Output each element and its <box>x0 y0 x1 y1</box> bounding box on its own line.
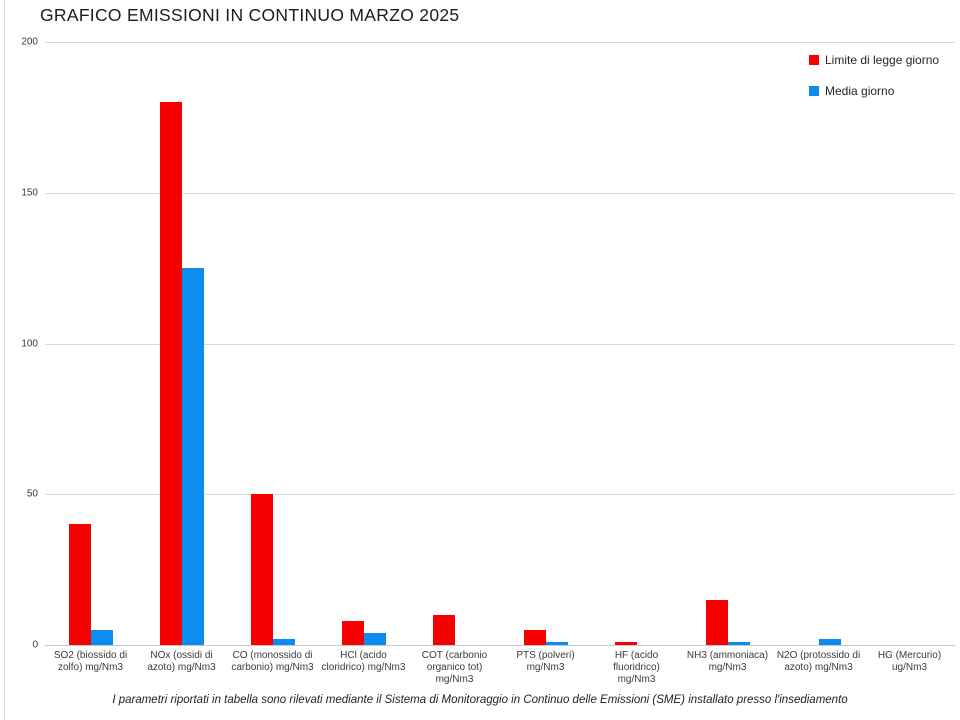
bar-media <box>90 629 113 645</box>
x-axis-label: NOx (ossidi di azoto) mg/Nm3 <box>147 650 216 673</box>
bar-group <box>500 42 591 645</box>
bar-media <box>181 268 204 645</box>
legend-swatch <box>809 54 819 65</box>
bar-limite <box>523 629 546 645</box>
bar-group <box>864 42 955 645</box>
bar-media <box>545 642 568 645</box>
bar-limite <box>250 494 273 645</box>
bar-limite <box>614 642 637 645</box>
gridline <box>45 192 955 194</box>
bar-group <box>318 42 409 645</box>
bar-media <box>727 642 750 645</box>
bar-limite <box>705 599 728 645</box>
x-axis-label: COT (carbonio organico tot) mg/Nm3 <box>421 650 488 685</box>
bar-group <box>591 42 682 645</box>
chart-title: GRAFICO EMISSIONI IN CONTINUO MARZO 2025 <box>40 5 460 25</box>
bar-limite <box>432 614 455 645</box>
bar-media <box>363 632 386 645</box>
bar-group <box>773 42 864 645</box>
bar-limite <box>159 102 182 645</box>
bar-media <box>272 638 295 645</box>
bar-limite <box>341 620 364 645</box>
x-axis-label: SO2 (biossido di zolfo) mg/Nm3 <box>53 650 128 673</box>
bar-group <box>227 42 318 645</box>
x-axis-label: CO (monossido di carbonio) mg/Nm3 <box>231 650 314 673</box>
y-axis-tick: 200 <box>21 36 38 48</box>
x-axis-label: NH3 (ammoniaca) mg/Nm3 <box>686 650 769 673</box>
legend: Limite di legge giorno Media giorno <box>809 52 939 114</box>
bar-group <box>136 42 227 645</box>
x-axis-label: HF (acido fluoridrico) mg/Nm3 <box>613 650 660 685</box>
bar-groups <box>45 42 955 645</box>
chart-footnote: I parametri riportati in tabella sono ri… <box>112 694 848 706</box>
y-axis-tick: 100 <box>21 338 38 349</box>
legend-label: Media giorno <box>825 83 895 98</box>
bar-group <box>682 42 773 645</box>
x-axis-labels: SO2 (biossido di zolfo) mg/Nm3 NOx (ossid… <box>45 650 955 686</box>
bar-media <box>818 638 841 645</box>
legend-swatch <box>809 85 819 96</box>
x-axis-line <box>45 645 955 646</box>
chart-left-border <box>4 0 5 720</box>
gridline <box>45 42 955 43</box>
x-axis-label: HG (Mercurio) ug/Nm3 <box>877 650 942 673</box>
y-axis-tick: 150 <box>21 187 38 199</box>
gridline <box>45 343 955 345</box>
x-axis-label: N2O (protossido di azoto) mg/Nm3 <box>776 650 861 673</box>
bar-group <box>409 42 500 645</box>
legend-item: Media giorno <box>809 83 939 98</box>
gridline <box>45 494 955 496</box>
x-axis-label: PTS (polveri) mg/Nm3 <box>516 650 575 673</box>
bar-group <box>45 42 136 645</box>
legend-label: Limite di legge giorno <box>825 52 940 67</box>
bar-limite <box>68 524 91 645</box>
legend-item: Limite di legge giorno <box>809 52 939 67</box>
y-axis-tick: 50 <box>26 488 38 500</box>
x-axis-label: HCl (acido cloridrico) mg/Nm3 <box>321 650 406 673</box>
y-axis-tick: 0 <box>32 639 38 651</box>
plot-area <box>45 42 955 646</box>
